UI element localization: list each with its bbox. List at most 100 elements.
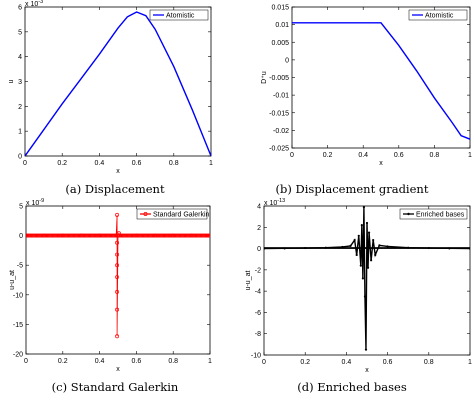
y-tick-label: -10 (251, 353, 261, 360)
data-point (26, 233, 28, 238)
data-point (468, 247, 470, 250)
y-tick-label: -0.01 (273, 93, 289, 100)
series-line (292, 22, 470, 140)
series-0 (25, 11, 211, 156)
exponent-power: -9 (39, 198, 44, 204)
exponent-base: x 10 (25, 1, 38, 8)
y-tick-label: 4 (18, 54, 22, 61)
data-point (115, 252, 120, 257)
exponent-base: x 10 (264, 200, 277, 207)
data-point (364, 348, 368, 351)
data-point (362, 206, 366, 209)
y-tick-label: 0 (18, 154, 22, 161)
y-tick-label: -4 (255, 289, 261, 296)
caption-c: (c) Standard Galerkin (52, 380, 179, 394)
data-point (378, 244, 381, 247)
x-axis-label: x (379, 160, 383, 167)
data-point (359, 264, 362, 267)
x-tick-label: 0.6 (394, 152, 404, 159)
data-point (115, 275, 120, 279)
legend-box (136, 208, 208, 220)
data-point (363, 295, 367, 298)
data-point (134, 233, 139, 238)
y-tick-label: 0 (257, 246, 261, 253)
exponent-label: x 10-3 (25, 0, 43, 8)
data-point (115, 334, 120, 339)
data-point (427, 246, 430, 250)
legend-label: Atomistic (425, 13, 454, 20)
legend-box (399, 208, 468, 220)
x-tick-label: 0.8 (424, 359, 434, 366)
data-point (367, 231, 371, 234)
data-point (353, 238, 356, 242)
legend-marker (143, 212, 148, 216)
data-point (116, 231, 121, 236)
series-line (25, 11, 211, 156)
x-tick-label: 0.2 (300, 359, 310, 366)
plot-area (291, 6, 471, 149)
x-tick-label: 0 (24, 358, 28, 365)
data-point (171, 233, 176, 238)
legend-label: Standard Galerkin (153, 212, 210, 219)
data-point (117, 233, 122, 238)
y-tick-label: -6 (255, 310, 261, 317)
data-point (355, 253, 358, 257)
data-point (42, 233, 47, 238)
x-tick-label: 0.4 (95, 160, 105, 167)
data-point (324, 246, 327, 249)
data-point (114, 233, 119, 238)
y-tick-label: -0.005 (269, 75, 289, 82)
y-tick-label: -8 (255, 331, 261, 338)
x-tick-label: 0.2 (323, 152, 333, 159)
x-tick-label: 0 (23, 160, 27, 167)
x-tick-label: 0.6 (132, 358, 142, 365)
legend-box (149, 9, 209, 21)
y-axis-label: D⁺u (261, 71, 268, 84)
plot-area (25, 205, 211, 355)
data-point (365, 221, 369, 225)
x-tick-label: 1 (209, 160, 213, 167)
panel-3: 0 0.2 0.4 0.6 0.8 1 -10 -8 -6 -4 -2 0 2 4 x u-u_at x 10-… (245, 198, 472, 374)
legend-label: Enriched bases (416, 212, 465, 219)
x-tick-label: 0.8 (168, 358, 178, 365)
data-point (360, 224, 363, 227)
y-tick-label: 6 (18, 5, 22, 12)
data-point (386, 245, 389, 248)
legend-marker (407, 212, 410, 216)
y-tick-label: 1 (18, 129, 22, 136)
data-point (357, 234, 360, 237)
data-point (361, 277, 364, 280)
data-point (264, 247, 266, 250)
y-tick-label: -2 (255, 267, 261, 274)
data-point (407, 246, 410, 249)
y-tick-label: 5 (18, 29, 22, 36)
data-point (349, 244, 352, 248)
data-point (366, 266, 370, 269)
y-axis-label: u-u_at (245, 271, 252, 291)
data-point (97, 233, 102, 238)
exponent-label: x 10-9 (26, 198, 44, 207)
y-tick-label: 0.01 (275, 22, 289, 29)
x-tick-label: 1 (468, 152, 472, 159)
x-tick-label: 0.2 (57, 160, 67, 167)
y-tick-label: -0.02 (273, 128, 289, 135)
data-point (283, 247, 286, 250)
y-tick-label: -10 (13, 292, 23, 299)
legend-label: Atomistic (166, 13, 195, 20)
x-tick-label: 0 (290, 152, 294, 159)
data-point (115, 240, 120, 245)
y-tick-label: -15 (13, 322, 23, 329)
y-tick-label: -0.015 (269, 110, 289, 117)
caption-a: (a) Displacement (65, 182, 165, 196)
y-tick-label: 5 (19, 204, 23, 211)
y-tick-label: 0.015 (271, 5, 289, 12)
data-point (448, 247, 451, 250)
data-point (60, 233, 65, 238)
y-tick-label: 0 (285, 57, 289, 64)
data-point (115, 307, 120, 312)
data-point (370, 259, 373, 262)
caption-d: (d) Enriched bases (297, 380, 407, 394)
exponent-base: x 10 (26, 200, 39, 207)
